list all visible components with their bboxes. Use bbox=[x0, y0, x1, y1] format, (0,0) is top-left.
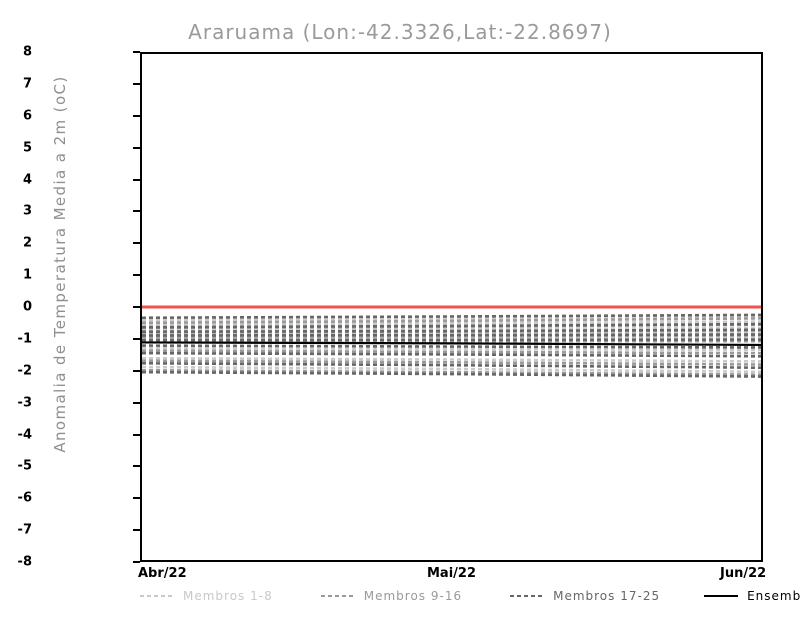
member-line bbox=[142, 348, 761, 350]
y-tick-label: 2 bbox=[22, 235, 32, 251]
member-line bbox=[142, 372, 761, 376]
y-tick-label: -8 bbox=[17, 554, 32, 570]
legend-line-icon bbox=[320, 595, 355, 597]
chart-legend: Membros 1-8 Membros 9-16 Membros 17-25 Ense… bbox=[140, 586, 800, 606]
y-tick-mark bbox=[133, 178, 140, 181]
member-line bbox=[142, 322, 761, 326]
member-line bbox=[142, 363, 761, 367]
y-tick-mark bbox=[133, 433, 140, 436]
legend-membros-17-25[interactable]: Membros 17-25 bbox=[510, 589, 660, 603]
page-title: Araruama (Lon:-42.3326,Lat:-22.8697) bbox=[188, 20, 612, 44]
member-line bbox=[142, 346, 761, 348]
legend-label: Membros 9-16 bbox=[363, 589, 463, 603]
y-tick-label: 5 bbox=[22, 140, 32, 156]
y-tick-label: 4 bbox=[22, 172, 32, 187]
y-tick-label: -7 bbox=[17, 522, 32, 538]
y-axis-label: Anomalia de Temperatura Media a 2m (oC) bbox=[51, 75, 69, 453]
y-tick-mark bbox=[133, 114, 140, 117]
y-tick-mark bbox=[133, 465, 140, 468]
member-line bbox=[142, 335, 761, 336]
y-tick-label: -2 bbox=[17, 363, 32, 379]
legend-line-icon bbox=[140, 595, 174, 597]
y-tick-mark bbox=[133, 306, 140, 308]
y-tick-mark bbox=[133, 51, 140, 53]
y-tick-mark bbox=[133, 242, 140, 245]
y-tick-mark bbox=[133, 497, 140, 500]
y-tick-label: -4 bbox=[17, 427, 32, 442]
y-tick-label: -5 bbox=[17, 458, 32, 474]
x-tick-label: Abr/22 bbox=[138, 566, 187, 581]
legend-label: Ensemble Mean bbox=[747, 589, 800, 603]
member-line bbox=[142, 367, 761, 372]
legend-line-icon bbox=[704, 595, 739, 597]
member-line bbox=[142, 330, 761, 332]
x-tick-label: Jun/22 bbox=[720, 566, 767, 581]
member-line bbox=[142, 324, 761, 327]
member-line bbox=[142, 351, 761, 354]
legend-membros-9-16[interactable]: Membros 9-16 bbox=[320, 589, 463, 603]
y-tick-label: 3 bbox=[22, 203, 32, 219]
y-tick-label: 7 bbox=[22, 76, 32, 92]
x-tick-label: Mai/22 bbox=[427, 566, 477, 581]
member-line bbox=[142, 370, 761, 374]
plot-canvas bbox=[142, 54, 761, 560]
member-line bbox=[142, 353, 761, 356]
y-tick-label: -6 bbox=[17, 490, 32, 506]
y-tick-label: 6 bbox=[22, 108, 32, 124]
y-tick-mark bbox=[133, 210, 140, 213]
y-tick-mark bbox=[133, 561, 140, 563]
y-tick-mark bbox=[133, 337, 140, 340]
legend-line-icon bbox=[510, 595, 545, 597]
y-tick-label: 1 bbox=[22, 267, 32, 283]
y-tick-mark bbox=[133, 529, 140, 532]
legend-label: Membros 17-25 bbox=[553, 589, 661, 603]
y-tick-label: 0 bbox=[22, 299, 32, 315]
member-line bbox=[142, 358, 761, 361]
y-tick-mark bbox=[133, 401, 140, 404]
ensemble-mean-line bbox=[142, 342, 761, 345]
y-tick-mark bbox=[133, 146, 140, 149]
legend-ensemble-mean[interactable]: Ensemble Mean bbox=[704, 589, 800, 603]
member-line bbox=[142, 318, 761, 322]
y-tick-label: -3 bbox=[17, 395, 32, 411]
member-line bbox=[142, 315, 761, 318]
member-line bbox=[142, 316, 761, 320]
member-line bbox=[142, 333, 761, 334]
y-tick-mark bbox=[133, 274, 140, 277]
plot-area bbox=[140, 52, 763, 562]
y-tick-mark bbox=[133, 369, 140, 372]
member-line bbox=[142, 328, 761, 330]
y-tick-label: -1 bbox=[17, 331, 32, 347]
legend-membros-1-8[interactable]: Membros 1-8 bbox=[140, 589, 273, 603]
y-tick-mark bbox=[133, 82, 140, 85]
legend-label: Membros 1-8 bbox=[183, 589, 273, 603]
member-line bbox=[142, 361, 761, 365]
y-tick-label: 8 bbox=[22, 44, 32, 60]
